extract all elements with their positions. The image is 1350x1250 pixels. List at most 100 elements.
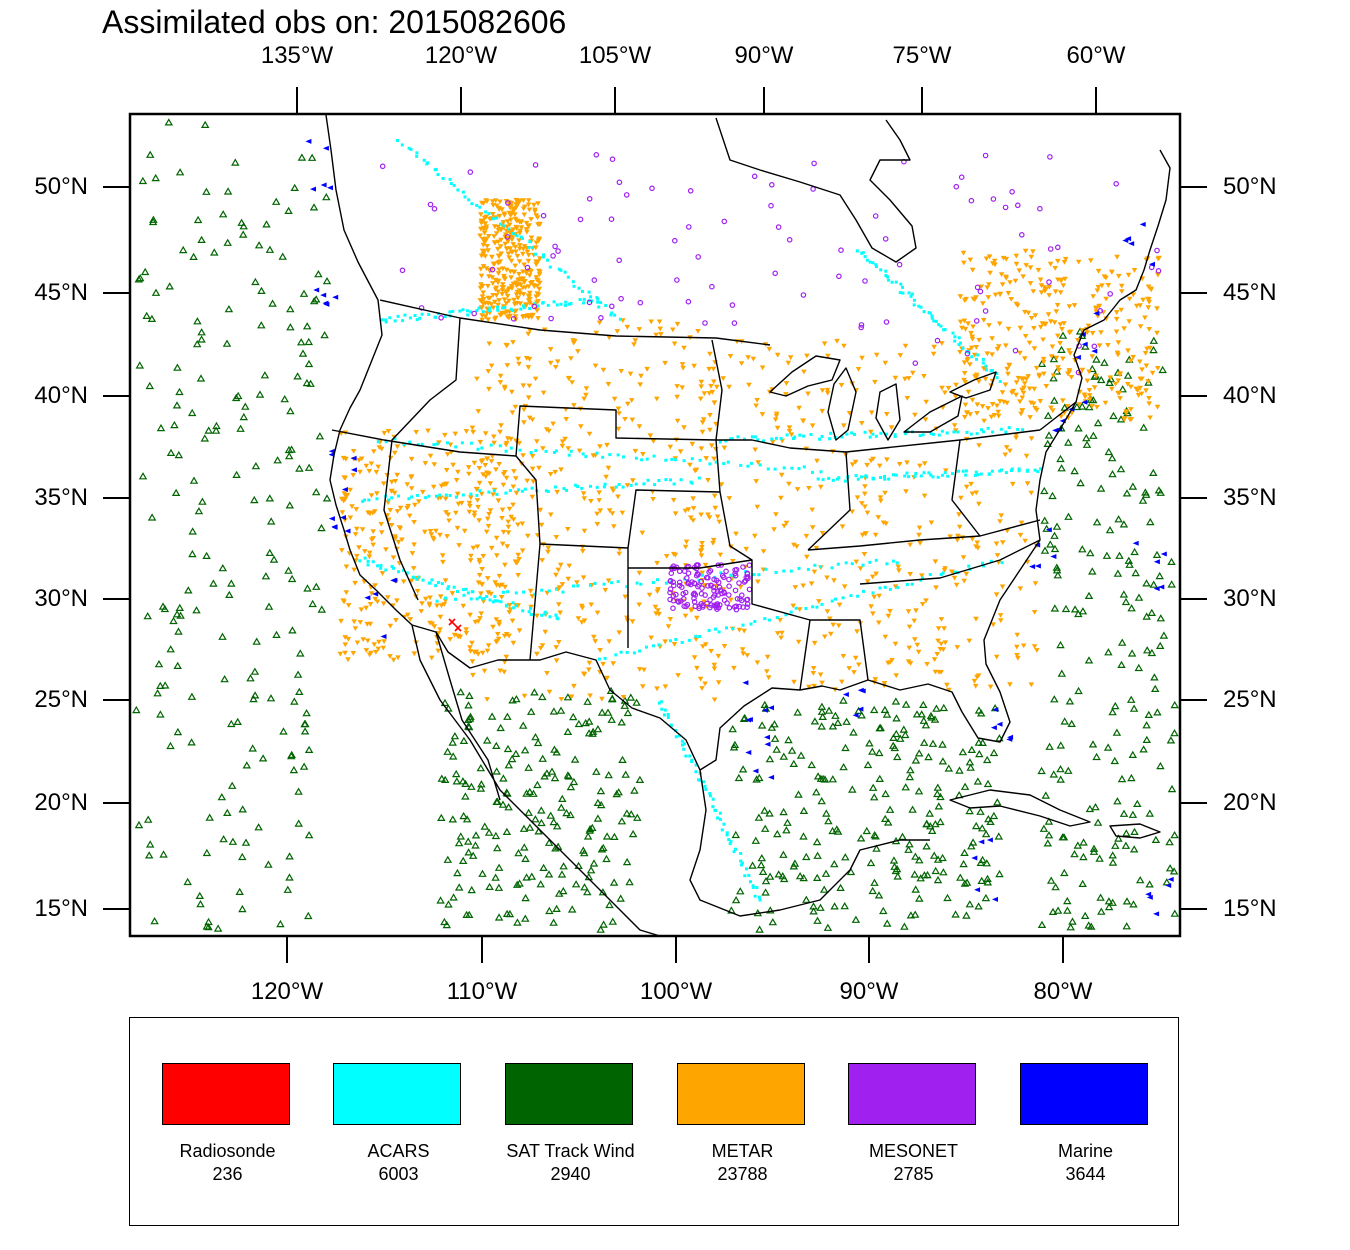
sat-track-wind-marker (824, 706, 834, 714)
metar-marker (755, 460, 761, 465)
acars-marker (690, 760, 694, 763)
metar-marker (479, 313, 485, 319)
metar-marker (698, 446, 705, 452)
sat-track-wind-marker (521, 854, 530, 862)
metar-marker (941, 568, 948, 573)
metar-marker (496, 298, 502, 303)
acars-marker (521, 236, 524, 240)
sat-track-wind-marker (812, 837, 822, 846)
metar-marker (486, 512, 492, 517)
sat-track-wind-marker (912, 710, 922, 718)
acars-marker (528, 307, 532, 310)
metar-marker (1146, 396, 1152, 401)
acars-marker (653, 483, 657, 487)
right-lat-label: 40°N (1223, 382, 1277, 409)
metar-marker (989, 336, 995, 342)
acars-marker (463, 195, 467, 199)
mesonet-marker (744, 570, 751, 577)
metar-marker (698, 553, 705, 559)
metar-marker (508, 436, 514, 442)
acars-marker (415, 577, 419, 581)
metar-marker (491, 434, 497, 440)
sat-track-wind-marker (519, 824, 529, 832)
metar-marker (726, 384, 732, 390)
sat-track-wind-marker (436, 896, 445, 904)
metar-marker (482, 254, 489, 259)
sat-track-wind-marker (593, 798, 603, 806)
metar-marker (1140, 297, 1146, 303)
acars-marker (452, 585, 456, 589)
acars-marker (910, 582, 914, 586)
sat-track-wind-marker (875, 774, 885, 782)
sat-track-wind-marker (311, 488, 321, 496)
acars-marker (815, 605, 819, 609)
sat-track-wind-marker (596, 925, 605, 933)
marine-marker (1153, 586, 1160, 592)
metar-marker (372, 596, 378, 602)
sat-track-wind-marker (1079, 838, 1088, 846)
sat-track-wind-marker (869, 705, 879, 714)
metar-marker (721, 445, 728, 451)
sat-track-wind-marker (856, 834, 866, 842)
acars-marker (501, 590, 505, 594)
metar-marker (365, 638, 371, 644)
mesonet-marker (721, 218, 728, 225)
metar-marker (1027, 281, 1034, 286)
acars-marker (625, 585, 629, 589)
left-lat-label: 15°N (34, 895, 88, 922)
marine-marker (1081, 341, 1088, 347)
metar-marker (1085, 323, 1092, 329)
metar-marker (1020, 390, 1027, 396)
metar-marker (517, 228, 523, 234)
sat-track-wind-marker (173, 661, 182, 669)
metar-marker (574, 580, 580, 586)
mesonet-marker (687, 188, 694, 194)
mesonet-marker (934, 337, 941, 344)
metar-marker (702, 681, 708, 687)
acars-marker (720, 828, 724, 832)
metar-marker (449, 591, 456, 596)
acars-marker (943, 328, 947, 331)
acars-marker (794, 606, 798, 610)
acars-marker (664, 458, 668, 462)
metar-marker (340, 455, 347, 461)
metar-marker (351, 567, 357, 573)
acars-marker (400, 143, 404, 147)
sat-track-wind-marker (563, 693, 573, 701)
metar-marker (479, 582, 485, 588)
acars-marker (427, 312, 431, 316)
metar-marker (968, 481, 974, 487)
top-lon-label: 75°W (892, 42, 952, 69)
metar-marker (1038, 283, 1045, 288)
sat-track-wind-marker (257, 321, 266, 329)
sat-track-wind-marker (175, 603, 185, 611)
metar-marker (499, 507, 506, 513)
metar-marker (773, 413, 780, 419)
metar-marker (824, 390, 831, 396)
metar-marker (387, 508, 394, 513)
sat-track-wind-marker (202, 551, 211, 559)
acars-marker (726, 460, 730, 464)
metar-marker (418, 609, 424, 614)
metar-marker (360, 637, 366, 642)
metar-marker (1064, 404, 1071, 409)
acars-marker (999, 427, 1003, 431)
metar-marker (1022, 309, 1028, 315)
metar-marker (1023, 453, 1030, 459)
metar-marker (1128, 384, 1134, 390)
metar-marker (342, 642, 349, 648)
sat-track-wind-marker (293, 670, 303, 678)
sat-track-wind-marker (882, 710, 892, 718)
acars-marker (508, 489, 512, 492)
metar-marker (1147, 286, 1154, 292)
metar-marker (1137, 385, 1143, 391)
acars-marker (1021, 428, 1025, 432)
metar-marker (524, 270, 530, 275)
metar-marker (455, 469, 461, 475)
metar-marker (1040, 337, 1046, 343)
sat-track-wind-marker (296, 338, 306, 346)
metar-marker (1024, 481, 1031, 487)
metar-marker (516, 219, 523, 225)
metar-marker (1046, 284, 1053, 290)
sat-track-wind-marker (1058, 331, 1068, 339)
